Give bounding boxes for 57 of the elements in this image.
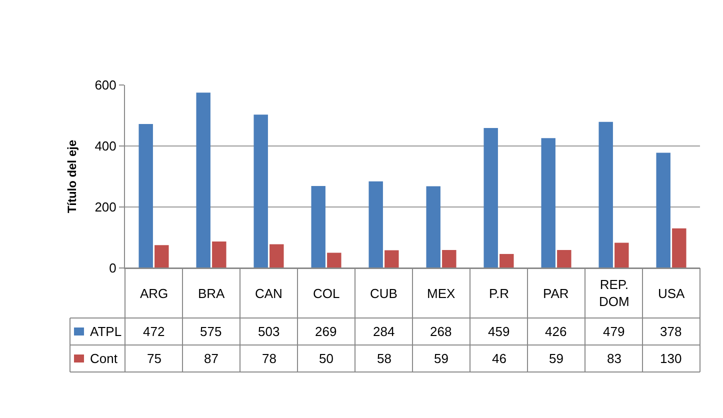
bar	[598, 122, 613, 268]
bar	[656, 152, 670, 268]
data-label: 59	[549, 351, 564, 366]
bar	[368, 181, 383, 268]
legend-label: ATPL	[90, 324, 122, 339]
bar	[154, 245, 169, 268]
bar	[196, 92, 210, 268]
bar	[212, 241, 226, 268]
data-label: 378	[660, 324, 682, 339]
x-tick-label: REP. DOM	[599, 277, 630, 309]
data-label: 459	[488, 324, 510, 339]
bar	[541, 138, 556, 268]
bar	[327, 252, 342, 268]
data-label: 575	[200, 324, 222, 339]
y-tick-label: 600	[94, 78, 116, 93]
y-tick-label: 200	[94, 200, 116, 215]
bar	[426, 186, 440, 268]
data-label: 83	[607, 351, 622, 366]
data-label: 46	[492, 351, 506, 366]
x-tick-label: MEX	[427, 286, 456, 301]
x-tick-label: ARG	[140, 286, 168, 301]
data-label: 269	[315, 324, 337, 339]
data-label: 268	[430, 324, 452, 339]
x-tick-label: COL	[313, 286, 340, 301]
data-label: 75	[147, 351, 162, 366]
bar	[138, 124, 153, 268]
data-label: 87	[204, 351, 218, 366]
bar	[672, 228, 686, 268]
bar	[384, 250, 399, 268]
data-label: 78	[262, 351, 276, 366]
bar	[442, 250, 456, 268]
data-label: 50	[319, 351, 334, 366]
data-label: 472	[143, 324, 165, 339]
x-tick-label: BRA	[198, 286, 226, 301]
data-label: 503	[258, 324, 280, 339]
data-label: 59	[434, 351, 448, 366]
x-tick-label: CUB	[370, 286, 398, 301]
data-label: 426	[545, 324, 567, 339]
bar	[557, 250, 572, 268]
x-tick-label: P.R	[489, 286, 509, 301]
data-label: 284	[373, 324, 395, 339]
data-label: 58	[377, 351, 392, 366]
bar	[484, 128, 498, 268]
data-label: 130	[660, 351, 682, 366]
bar	[270, 244, 284, 268]
x-tick-label: CAN	[255, 286, 282, 301]
bar	[614, 242, 629, 268]
x-tick-label: USA	[658, 286, 686, 301]
y-axis-title: Título del eje	[64, 140, 79, 214]
bar	[500, 254, 514, 268]
legend-label: Cont	[90, 351, 118, 366]
x-tick-label: PAR	[543, 286, 569, 301]
bar	[254, 114, 268, 268]
y-tick-label: 0	[109, 260, 116, 276]
bar	[311, 186, 326, 268]
y-tick-label: 400	[94, 138, 116, 154]
data-label: 479	[603, 324, 625, 339]
